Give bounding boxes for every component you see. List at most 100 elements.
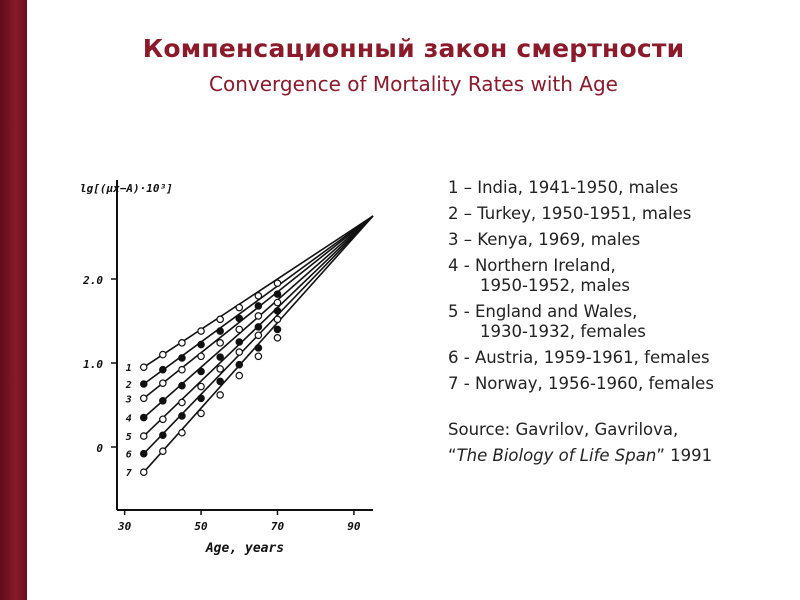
data-point-series-2 [235,314,244,323]
source-book-title: The Biology of Life Span [456,446,657,465]
y-tick-label: 0 [96,442,103,455]
series-label-5: 5 [126,432,132,443]
legend-item-continuation: 1930-1932, females [480,322,646,341]
legend-item: 2 – Turkey, 1950-1951, males [448,204,793,224]
data-point-series-3 [197,352,205,361]
legend-item: 5 - England and Wales, 1930-1932, female… [448,302,793,342]
x-tick-label: 70 [271,520,285,533]
data-point-series-4 [273,307,282,315]
data-point-series-6 [197,394,205,403]
data-point-series-3 [178,365,186,374]
data-point-series-5 [273,315,282,324]
series-label-1: 1 [126,363,132,374]
legend-item-text: 4 - Northern Ireland, [448,256,616,275]
data-point-series-2 [197,340,205,349]
legend-item-text: 6 - Austria, 1959-1961, females [448,348,710,367]
series-label-7: 7 [126,468,132,479]
data-point-series-7 [235,371,244,380]
slide-subtitle: Convergence of Mortality Rates with Age [209,72,618,96]
data-point-series-2 [178,354,186,362]
data-point-series-4 [178,381,186,390]
data-point-series-4 [159,397,167,405]
legend-item-text: 1 – India, 1941-1950, males [448,178,679,197]
data-point-series-6 [254,344,263,352]
series-label-2: 2 [125,380,132,391]
slide-sidebar-bar [0,0,27,600]
data-point-series-3 [139,394,148,403]
x-axis-label: Age, years [205,541,284,556]
legend: 1 – India, 1941-1950, males 2 – Turkey, … [448,178,793,472]
data-point-series-5 [197,382,205,391]
source-book-line: “The Biology of Life Span” 1991 [448,446,793,466]
data-point-series-7 [178,428,186,437]
x-tick-label: 90 [347,520,361,533]
data-point-series-7 [216,391,224,399]
data-point-series-7 [273,334,282,342]
data-point-series-5 [235,348,244,356]
data-point-series-6 [216,377,224,386]
y-tick-label: 2.0 [82,274,103,287]
data-point-series-3 [254,312,263,320]
data-point-series-3 [159,379,167,387]
source-citation: Source: Gavrilov, Gavrilova, “The Biolog… [448,420,793,466]
data-point-series-6 [159,431,167,440]
data-point-series-5 [254,331,263,340]
x-tick-label: 30 [117,520,132,533]
slide-title: Компенсационный закон смертности [142,34,685,63]
data-point-series-2 [273,290,282,298]
data-point-series-2 [139,380,148,388]
mortality-chart: 0 1.0 2.0 30 50 70 90 lg[(μx−A)·10³] Age, years 1… [80,180,374,556]
data-point-series-1 [159,350,167,359]
data-point-series-1 [235,303,244,312]
data-point-series-4 [197,367,205,376]
data-point-series-3 [273,298,282,307]
data-point-series-4 [216,353,224,361]
data-point-series-7 [197,409,205,418]
data-point-series-6 [139,449,148,458]
legend-item-text: 7 - Norway, 1956-1960, females [448,374,714,393]
legend-item: 4 - Northern Ireland, 1950-1952, males [448,256,793,296]
data-point-series-1 [178,339,186,347]
legend-item: 3 – Kenya, 1969, males [448,230,793,250]
close-quote: ” [656,446,665,465]
data-point-series-6 [235,360,244,369]
data-point-series-5 [139,432,148,440]
data-point-series-6 [178,412,186,420]
open-quote: “ [448,446,457,465]
legend-item: 6 - Austria, 1959-1961, females [448,348,793,368]
data-point-series-4 [254,323,263,331]
legend-item: 1 – India, 1941-1950, males [448,178,793,198]
data-point-series-2 [254,302,263,310]
x-tick-label: 50 [194,520,208,533]
source-authors: Source: Gavrilov, Gavrilova, [448,420,679,439]
series-label-6: 6 [126,450,132,461]
data-point-series-2 [159,365,167,374]
legend-item-continuation: 1950-1952, males [480,276,630,295]
data-point-series-5 [216,365,224,373]
y-axis-label: lg[(μx−A)·10³] [80,182,173,195]
source-year: 1991 [664,446,713,465]
legend-item-text: 5 - England and Wales, [448,302,638,321]
legend-item-text: 3 – Kenya, 1969, males [448,230,641,249]
series-label-4: 4 [126,414,132,425]
data-point-series-6 [273,325,282,334]
data-point-series-7 [139,468,148,477]
y-tick-label: 1.0 [83,358,103,371]
data-point-series-3 [235,325,244,334]
series-label-3: 3 [125,394,132,405]
data-point-series-3 [216,339,224,347]
data-point-series-1 [216,315,224,324]
data-point-series-1 [139,363,148,372]
data-point-series-1 [197,327,205,335]
data-point-series-1 [254,292,263,300]
data-point-series-2 [216,327,224,335]
legend-item: 7 - Norway, 1956-1960, females [448,374,793,394]
data-point-series-7 [254,352,263,361]
legend-item-text: 2 – Turkey, 1950-1951, males [448,204,692,223]
data-point-series-4 [139,413,148,422]
data-point-series-1 [273,279,282,288]
data-point-series-5 [159,415,167,424]
data-point-series-4 [235,338,244,346]
data-point-series-7 [159,447,167,456]
data-point-series-5 [178,398,186,407]
